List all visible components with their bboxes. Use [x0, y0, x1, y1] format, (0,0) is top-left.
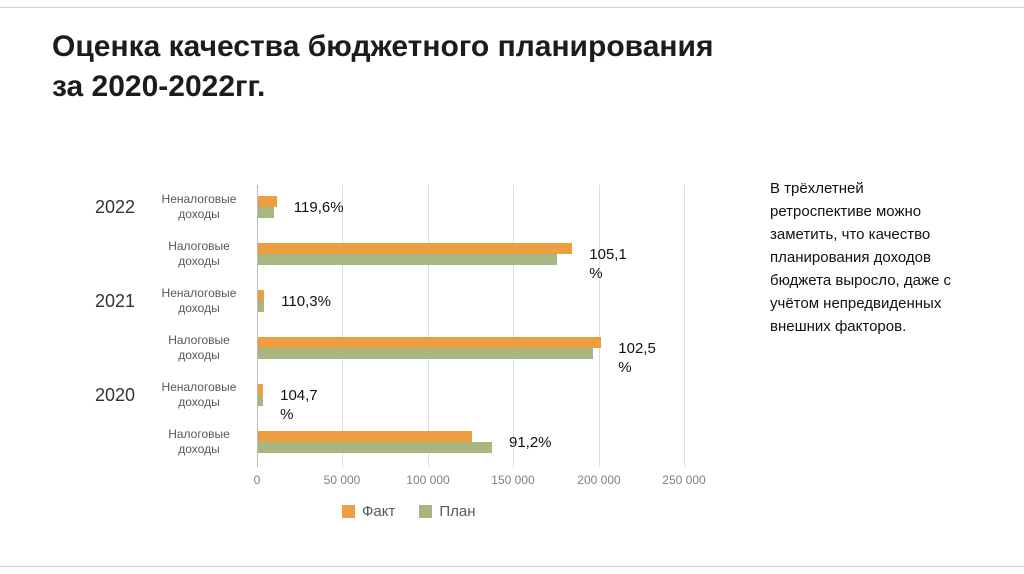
fact-bar	[258, 243, 573, 254]
category-label: Налоговые доходы	[168, 333, 230, 362]
x-tick-label: 250 000	[662, 473, 706, 487]
legend-item-plan: План	[419, 503, 476, 520]
plan-bar	[258, 301, 264, 312]
x-tick-label: 50 000	[323, 473, 361, 487]
legend-swatch-fact	[342, 505, 355, 518]
x-tick-label: 0	[253, 473, 261, 487]
legend-label-fact: Факт	[362, 503, 396, 520]
year-label: 2020	[94, 385, 135, 405]
year-label: 2022	[94, 197, 135, 217]
category-label: Налоговые доходы	[168, 239, 230, 268]
x-tick-label: 150 000	[491, 473, 535, 487]
fact-bar	[258, 384, 264, 395]
gridline	[428, 185, 429, 467]
plan-bar	[258, 254, 557, 265]
category-label: Налоговые доходы	[168, 427, 230, 456]
category-label: Неналоговые доходы	[161, 192, 237, 221]
data-label: 119,6%	[293, 199, 344, 216]
category-label: Неналоговые доходы	[161, 380, 237, 409]
legend: Факт План	[342, 503, 476, 520]
slide-title-line-2: за 2020-2022гг.	[52, 70, 266, 103]
data-label: 102,5 %	[618, 340, 656, 376]
category-label: Неналоговые доходы	[161, 286, 237, 315]
gridline	[513, 185, 514, 467]
data-label: 105,1 %	[589, 246, 627, 282]
gridline	[342, 185, 343, 467]
slide-bottom-border	[0, 566, 1024, 567]
plan-bar	[258, 348, 593, 359]
fact-bar	[258, 196, 277, 207]
plan-bar	[258, 442, 492, 453]
year-label: 2021	[94, 291, 135, 311]
x-tick-label: 100 000	[406, 473, 450, 487]
data-label: 91,2%	[508, 434, 552, 451]
legend-label-plan: План	[439, 503, 476, 520]
legend-item-fact: Факт	[342, 503, 395, 520]
plan-bar	[258, 207, 274, 218]
slide-title-line-1: Оценка качества бюджетного планирования	[52, 30, 714, 63]
fact-bar	[258, 431, 472, 442]
commentary-text: В трёхлетней ретроспективе можно заметит…	[770, 180, 952, 335]
x-tick-label: 200 000	[577, 473, 621, 487]
gridline	[684, 185, 685, 467]
value-axis-line	[257, 185, 258, 467]
data-label: 104,7 %	[280, 387, 318, 423]
gridline	[599, 185, 600, 467]
legend-swatch-plan	[419, 505, 433, 518]
fact-bar	[258, 290, 265, 301]
fact-bar	[258, 337, 602, 348]
plan-bar	[258, 395, 263, 406]
slide-top-border	[0, 7, 1024, 8]
data-label: 110,3%	[281, 293, 331, 310]
slide-title: Оценка качества бюджетного планирования з…	[52, 27, 792, 107]
